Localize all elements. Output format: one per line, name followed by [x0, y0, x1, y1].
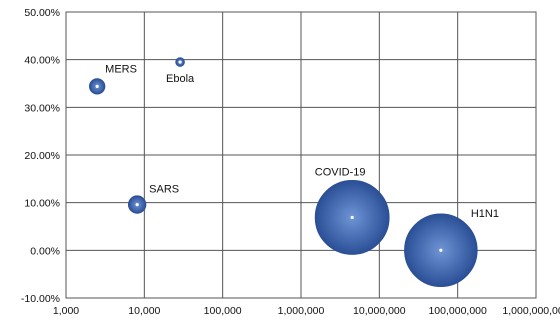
y-tick-label: 20.00%: [24, 150, 60, 162]
x-tick-label: 1,000,000,000: [502, 305, 560, 317]
y-tick-label: 30.00%: [24, 102, 60, 114]
x-tick-label: 10,000: [128, 305, 160, 317]
y-tick-label: 10.00%: [24, 198, 60, 210]
bubble-center-dot: [95, 84, 99, 88]
bubble-center-dot: [350, 215, 354, 220]
bubble-label-h1n1: H1N1: [471, 208, 499, 220]
bubble-center-dot: [135, 202, 139, 207]
x-tick-label: 10,000,000: [353, 305, 406, 317]
x-tick-label: 1,000,000: [278, 305, 325, 317]
y-tick-label: 0.00%: [30, 245, 60, 257]
x-tick-label: 100,000,000: [428, 305, 487, 317]
bubble-center-dot: [439, 248, 443, 252]
bubble-label-ebola: Ebola: [166, 73, 195, 85]
bubble-center-dot: [178, 60, 182, 64]
y-tick-label: 40.00%: [24, 55, 60, 67]
x-tick-label: 100,000: [204, 305, 242, 317]
y-tick-label: 50.00%: [24, 7, 60, 19]
bubbles: [89, 57, 478, 287]
tick-labels: 1,000 10,000 100,000 1,000,000 10,000,000 100…: [21, 7, 560, 317]
bubble-labels: MERS Ebola SARS COVID-19 H1N1: [105, 63, 499, 220]
y-tick-label: -10.00%: [21, 293, 60, 305]
grid: [65, 11, 537, 299]
bubble-label-covid-19: COVID-19: [315, 166, 366, 178]
bubble-label-sars: SARS: [149, 184, 179, 196]
x-tick-label: 1,000: [53, 305, 79, 317]
bubble-label-mers: MERS: [105, 63, 137, 75]
